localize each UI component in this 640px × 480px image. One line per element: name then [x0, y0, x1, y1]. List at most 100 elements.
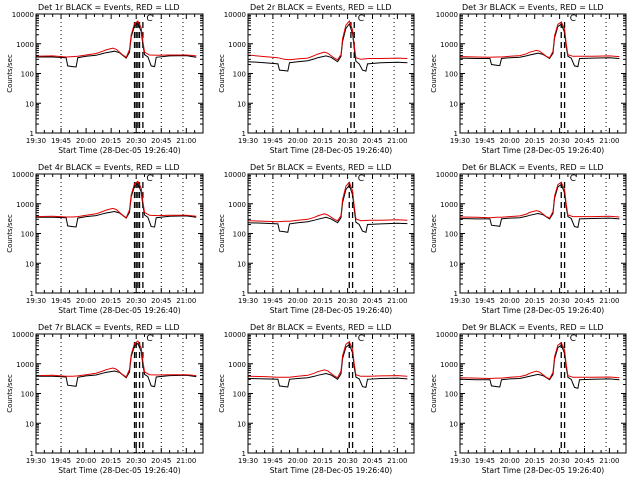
x-tick-label: 20:45 — [574, 457, 594, 465]
x-tick-label: 20:45 — [362, 297, 382, 305]
y-tick-label: 1000 — [440, 201, 458, 209]
plot-frame — [247, 173, 415, 294]
lld-series-line — [459, 341, 620, 380]
x-tick-label: 20:15 — [525, 297, 545, 305]
x-tick-label: 19:45 — [51, 457, 71, 465]
x-tick-label: 20:30 — [126, 297, 146, 305]
lld-series-line — [247, 20, 408, 61]
x-tick-label: 20:45 — [151, 137, 171, 145]
event-marker-label: C — [146, 174, 152, 184]
y-tick-label: 100 — [233, 391, 246, 399]
y-tick-label: 10 — [25, 260, 34, 268]
x-tick-label: 20:30 — [126, 457, 146, 465]
x-tick-label: 21:00 — [387, 457, 407, 465]
y-axis-label: Counts/sec — [6, 374, 14, 413]
y-tick-label: 100 — [21, 231, 34, 239]
y-tick-label: 100 — [21, 71, 34, 79]
event-marker-label: C — [146, 14, 152, 24]
panel-9: C 1 10 100 1000 10000 19:30 19:45 20:00 20:15 20:3… — [430, 323, 627, 475]
x-tick-label: 20:15 — [313, 297, 333, 305]
y-tick-label: 1 — [242, 130, 246, 138]
x-tick-label: 20:15 — [313, 457, 333, 465]
x-tick-label: 20:30 — [550, 457, 570, 465]
x-tick-label: 21:00 — [387, 297, 407, 305]
panel-title: Det 1r BLACK = Events, RED = LLD — [38, 3, 180, 12]
y-axis-label: Counts/sec — [6, 214, 14, 253]
events-series-line — [247, 22, 408, 72]
y-tick-label: 10000 — [224, 11, 246, 19]
panel-1: C 1 10 100 1000 10000 19:30 19:45 20:00 20:15 20:3… — [6, 3, 204, 155]
x-tick-label: 20:45 — [362, 457, 382, 465]
x-tick-label: 20:00 — [76, 297, 96, 305]
x-axis-label: Start Time (28-Dec-05 19:26:40) — [270, 146, 392, 155]
x-tick-label: 19:30 — [26, 457, 46, 465]
panel-title: Det 5r BLACK = Events, RED = LLD — [250, 163, 392, 172]
lld-series-line — [35, 340, 197, 378]
y-tick-label: 10 — [25, 100, 34, 108]
plot-frame — [247, 333, 415, 454]
y-tick-label: 100 — [445, 71, 458, 79]
y-axis-label: Counts/sec — [6, 54, 14, 93]
y-tick-label: 100 — [445, 231, 458, 239]
plot-frame — [459, 173, 627, 294]
x-axis-label: Start Time (28-Dec-05 19:26:40) — [482, 306, 604, 315]
x-tick-label: 19:45 — [263, 297, 283, 305]
x-tick-label: 20:45 — [151, 297, 171, 305]
x-tick-label: 20:15 — [313, 137, 333, 145]
y-axis-label: Counts/sec — [430, 54, 438, 93]
events-series-line — [36, 183, 197, 228]
x-tick-label: 20:30 — [338, 457, 358, 465]
x-axis-label: Start Time (28-Dec-05 19:26:40) — [270, 306, 392, 315]
plot-frame — [35, 333, 204, 454]
events-series-line — [36, 22, 197, 68]
y-tick-label: 10000 — [224, 171, 246, 179]
y-axis-label: Counts/sec — [218, 54, 226, 93]
x-tick-label: 19:30 — [238, 137, 258, 145]
x-tick-label: 20:45 — [151, 457, 171, 465]
y-axis-label: Counts/sec — [430, 374, 438, 413]
events-series-line — [247, 343, 408, 389]
x-tick-label: 21:00 — [387, 137, 407, 145]
y-tick-label: 1000 — [16, 41, 34, 49]
y-tick-label: 1 — [242, 450, 246, 458]
x-tick-label: 19:30 — [26, 137, 46, 145]
event-marker-label: C — [570, 14, 576, 24]
panel-title: Det 2r BLACK = Events, RED = LLD — [250, 3, 392, 12]
x-tick-label: 20:15 — [101, 457, 121, 465]
y-tick-label: 1 — [30, 290, 34, 298]
x-tick-label: 19:45 — [51, 137, 71, 145]
x-axis-label: Start Time (28-Dec-05 19:26:40) — [58, 306, 180, 315]
plot-frame — [35, 13, 204, 134]
lld-series-line — [247, 181, 408, 223]
x-tick-label: 20:45 — [362, 137, 382, 145]
panel-title: Det 7r BLACK = Events, RED = LLD — [38, 323, 180, 332]
y-tick-label: 1000 — [228, 41, 246, 49]
events-series-line — [459, 23, 620, 68]
x-tick-label: 20:30 — [550, 137, 570, 145]
y-tick-label: 100 — [233, 231, 246, 239]
x-axis-label: Start Time (28-Dec-05 19:26:40) — [58, 466, 180, 475]
x-tick-label: 19:30 — [238, 457, 258, 465]
x-tick-label: 21:00 — [176, 457, 196, 465]
panel-2: C 1 10 100 1000 10000 19:30 19:45 20:00 20:15 20:3… — [218, 3, 415, 155]
x-tick-label: 19:30 — [450, 137, 470, 145]
y-tick-label: 1000 — [228, 361, 246, 369]
x-axis-label: Start Time (28-Dec-05 19:26:40) — [270, 466, 392, 475]
x-tick-label: 19:45 — [475, 137, 495, 145]
y-tick-label: 10000 — [224, 331, 246, 339]
x-tick-label: 21:00 — [599, 457, 619, 465]
panel-title: Det 8r BLACK = Events, RED = LLD — [250, 323, 392, 332]
y-axis-label: Counts/sec — [218, 214, 226, 253]
x-tick-label: 20:45 — [574, 137, 594, 145]
x-tick-label: 19:45 — [475, 297, 495, 305]
y-tick-label: 100 — [233, 71, 246, 79]
x-tick-label: 21:00 — [176, 137, 196, 145]
y-tick-label: 10000 — [12, 331, 34, 339]
y-tick-label: 1000 — [16, 361, 34, 369]
y-tick-label: 1000 — [16, 201, 34, 209]
panel-title: Det 3r BLACK = Events, RED = LLD — [462, 3, 604, 12]
x-axis-label: Start Time (28-Dec-05 19:26:40) — [482, 146, 604, 155]
x-tick-label: 20:15 — [525, 137, 545, 145]
y-tick-label: 10000 — [12, 171, 34, 179]
events-series-line — [459, 344, 620, 389]
